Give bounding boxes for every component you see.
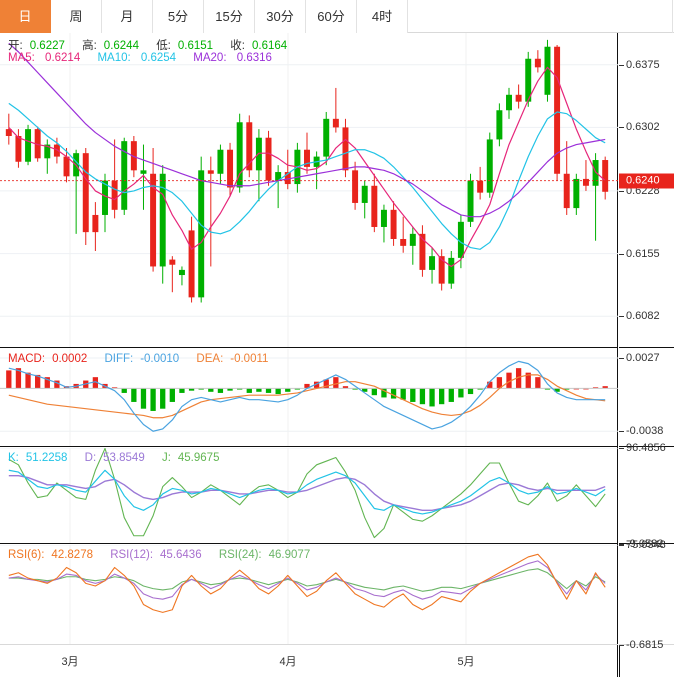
value-axis-column: 0.6375 0.6302 0.6228 0.6155 0.6082 0.6240 0.0…: [619, 33, 674, 677]
tab-15min[interactable]: 15分: [204, 0, 255, 33]
time-axis-label: 4月: [279, 656, 297, 668]
axis-tick: [619, 431, 624, 433]
tab-60min[interactable]: 60分: [306, 0, 357, 33]
time-axis-corner: [619, 646, 674, 677]
price-axis-label: 0.6155: [626, 247, 660, 260]
kdj-axis[interactable]: 96.4856 -9.0582: [619, 442, 674, 550]
axis-tick: [619, 448, 624, 449]
macd-plot: [0, 349, 618, 446]
macd-panel[interactable]: MACD: 0.0002 DIFF: -0.0010 DEA: -0.0011: [0, 349, 618, 447]
rsi-panel[interactable]: RSI(6): 42.8278 RSI(12): 45.6436 RSI(24): 4…: [0, 545, 618, 645]
rsi-plot: [0, 545, 618, 644]
axis-tick: [619, 544, 624, 545]
tab-30min[interactable]: 30分: [255, 0, 306, 33]
price-axis[interactable]: 0.6375 0.6302 0.6228 0.6155 0.6082 0.6240: [619, 33, 674, 348]
tab-5min[interactable]: 5分: [153, 0, 204, 33]
timeframe-tabbar: 日 周 月 5分 15分 30分 60分 4时: [0, 0, 674, 33]
axis-tick: [619, 127, 624, 129]
kdj-plot: [0, 448, 618, 543]
time-axis-label: 5月: [457, 656, 475, 668]
axis-tick: [619, 190, 624, 192]
price-axis-label: 0.6082: [626, 310, 660, 323]
rsi-axis-label: 75.0348: [626, 539, 666, 551]
axis-tick: [619, 316, 624, 318]
tabbar-filler: [408, 0, 673, 33]
tab-week[interactable]: 周: [51, 0, 102, 33]
axis-tick: [619, 64, 624, 66]
tab-month[interactable]: 月: [102, 0, 153, 33]
tab-day[interactable]: 日: [0, 0, 51, 33]
candlestick-plot: [0, 33, 618, 347]
macd-axis[interactable]: 0.0027 -0.0038: [619, 349, 674, 447]
axis-tick: [619, 645, 624, 646]
axis-tick: [619, 545, 624, 546]
time-axis: 3月 4月 5月: [0, 646, 618, 677]
price-panel[interactable]: 开: 0.6227 高: 0.6244 低: 0.6151 收: 0.6164 MA5:…: [0, 33, 618, 348]
chart-frame: 开: 0.6227 高: 0.6244 低: 0.6151 收: 0.6164 MA5:…: [0, 33, 674, 677]
kdj-axis-label: -9.0582: [626, 538, 664, 550]
current-price-badge: 0.6240: [619, 173, 674, 189]
plot-column: 开: 0.6227 高: 0.6244 低: 0.6151 收: 0.6164 MA5:…: [0, 33, 618, 677]
time-axis-label: 3月: [61, 656, 79, 668]
macd-axis-label: 0.0027: [626, 352, 660, 364]
kdj-axis-label: 96.4856: [626, 442, 666, 454]
macd-axis-label: -0.0038: [626, 425, 664, 438]
price-axis-label: 0.6302: [626, 121, 660, 134]
axis-tick: [619, 253, 624, 255]
price-axis-label: 0.6375: [626, 58, 660, 71]
tab-4hour[interactable]: 4时: [357, 0, 408, 33]
kdj-panel[interactable]: K: 51.2258 D: 53.8549 J: 45.9675: [0, 448, 618, 544]
rsi-axis-label: -0.6815: [626, 639, 664, 651]
axis-tick: [619, 358, 624, 359]
rsi-axis[interactable]: 75.0348 -0.6815: [619, 539, 674, 651]
